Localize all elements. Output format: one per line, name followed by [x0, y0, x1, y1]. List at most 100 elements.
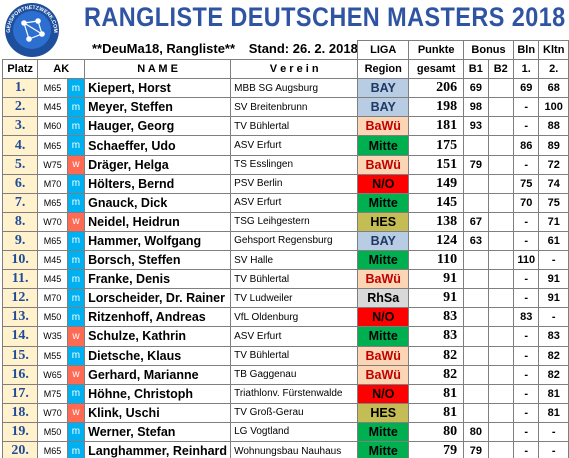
ak-cell: M75 — [37, 383, 68, 404]
kltn-cell: 72 — [538, 154, 569, 175]
points-cell: 91 — [408, 288, 465, 309]
region-cell: BAY — [357, 78, 410, 99]
bonus1-cell — [463, 135, 489, 156]
name-cell: Schaeffer, Udo — [84, 135, 232, 156]
bonus2-cell — [487, 421, 514, 442]
name-cell: Hammer, Wolfgang — [84, 230, 232, 252]
gender-cell: m — [66, 307, 86, 328]
verein-cell: TV Bühlertal — [230, 345, 359, 366]
name-cell: Hauger, Georg — [84, 116, 232, 137]
bonus1-cell: 79 — [463, 154, 489, 175]
rank-cell: 16. — [1, 364, 39, 385]
page-title: RANGLISTE DEUTSCHEN MASTERS 2018 — [84, 2, 566, 32]
name-cell: Ritzenhoff, Andreas — [84, 307, 232, 328]
bln-cell: 69 — [512, 78, 540, 99]
region-cell: BaWü — [357, 345, 410, 366]
bln-cell: - — [512, 421, 540, 442]
rank-cell: 7. — [1, 192, 39, 213]
rank-cell: 17. — [1, 383, 39, 404]
bln-cell: - — [512, 116, 540, 137]
name-cell: Schulze, Kathrin — [84, 326, 232, 347]
verein-cell: SV Breitenbrunn — [230, 97, 359, 118]
ak-cell: M45 — [37, 269, 68, 290]
region-cell: RhSa — [357, 288, 410, 309]
bonus1-cell — [463, 250, 489, 271]
rank-cell: 20. — [1, 440, 39, 458]
points-cell: 198 — [408, 97, 465, 118]
region-cell: Mitte — [357, 250, 410, 271]
name-cell: Dietsche, Klaus — [84, 345, 232, 366]
ak-cell: M50 — [37, 307, 68, 328]
bonus1-cell — [463, 307, 489, 328]
region-cell: Mitte — [357, 326, 410, 347]
name-cell: Dräger, Helga — [84, 154, 232, 175]
kltn-cell: - — [538, 307, 569, 328]
bonus2-cell — [487, 402, 514, 423]
name-cell: Hölters, Bernd — [84, 173, 232, 194]
verein-cell: TV Groß-Gerau — [230, 402, 359, 423]
bln-cell: - — [512, 269, 540, 290]
name-cell: Gerhard, Marianne — [84, 364, 232, 385]
gender-cell: m — [66, 440, 86, 458]
ak-cell: M70 — [37, 173, 68, 194]
kltn-cell: 71 — [538, 211, 569, 232]
ak-cell: M65 — [37, 192, 68, 213]
name-cell: Neidel, Heidrun — [84, 211, 232, 232]
table-row: 3. M60 m Hauger, Georg TV Bühlertal BaWü 181 93… — [1, 116, 569, 137]
name-cell: Franke, Denis — [84, 269, 232, 290]
rank-cell: 13. — [1, 307, 39, 328]
bln-cell: 110 — [512, 250, 540, 271]
gender-cell: w — [66, 154, 86, 175]
gender-cell: m — [66, 135, 86, 156]
rank-cell: 2. — [1, 97, 39, 118]
points-cell: 151 — [408, 154, 465, 175]
bln-cell: - — [512, 440, 540, 458]
header-platz: Platz — [1, 59, 39, 80]
gender-cell: w — [66, 364, 86, 385]
bonus2-cell — [487, 173, 514, 194]
verein-cell: VfL Oldenburg — [230, 307, 359, 328]
rank-cell: 10. — [1, 250, 39, 271]
ak-cell: W65 — [37, 364, 68, 385]
gender-cell: m — [66, 421, 86, 442]
header-region: Region — [357, 59, 410, 80]
header-kltn: Kltn — [538, 39, 569, 61]
gender-cell: m — [66, 97, 86, 118]
bonus2-cell — [487, 250, 514, 271]
region-cell: Mitte — [357, 421, 410, 442]
bln-cell: - — [512, 345, 540, 366]
region-cell: N/O — [357, 307, 410, 328]
gender-cell: m — [66, 269, 86, 290]
bonus2-cell — [487, 154, 514, 175]
rank-cell: 11. — [1, 269, 39, 290]
kltn-cell: 100 — [538, 97, 569, 118]
region-cell: Mitte — [357, 192, 410, 213]
region-cell: N/O — [357, 173, 410, 194]
verein-cell: SV Halle — [230, 250, 359, 271]
name-cell: Werner, Stefan — [84, 421, 232, 442]
verein-cell: TS Esslingen — [230, 154, 359, 175]
region-cell: Mitte — [357, 440, 410, 458]
bln-cell: 75 — [512, 173, 540, 194]
header-ak: AK — [37, 59, 86, 80]
bonus1-cell: 93 — [463, 116, 489, 137]
ak-cell: M60 — [37, 116, 68, 137]
bln-cell: 86 — [512, 135, 540, 156]
name-cell: Lorscheider, Dr. Rainer — [84, 288, 232, 309]
region-cell: Mitte — [357, 135, 410, 156]
verein-cell: ASV Erfurt — [230, 135, 359, 156]
region-cell: BaWü — [357, 154, 410, 175]
bonus2-cell — [487, 230, 514, 252]
verein-cell: TSG Leihgestern — [230, 211, 359, 232]
bonus1-cell: 98 — [463, 97, 489, 118]
kltn-cell: 83 — [538, 326, 569, 347]
ak-cell: M65 — [37, 440, 68, 458]
table-row: 19. M50 m Werner, Stefan LG Vogtland Mitte 80 8… — [1, 421, 569, 442]
bonus2-cell — [487, 288, 514, 309]
bln-cell: 83 — [512, 307, 540, 328]
kltn-cell: - — [538, 250, 569, 271]
verein-cell: ASV Erfurt — [230, 192, 359, 213]
bonus1-cell: 63 — [463, 230, 489, 252]
gender-cell: m — [66, 230, 86, 252]
table-row: 11. M45 m Franke, Denis TV Bühlertal BaWü 91-9… — [1, 269, 569, 290]
